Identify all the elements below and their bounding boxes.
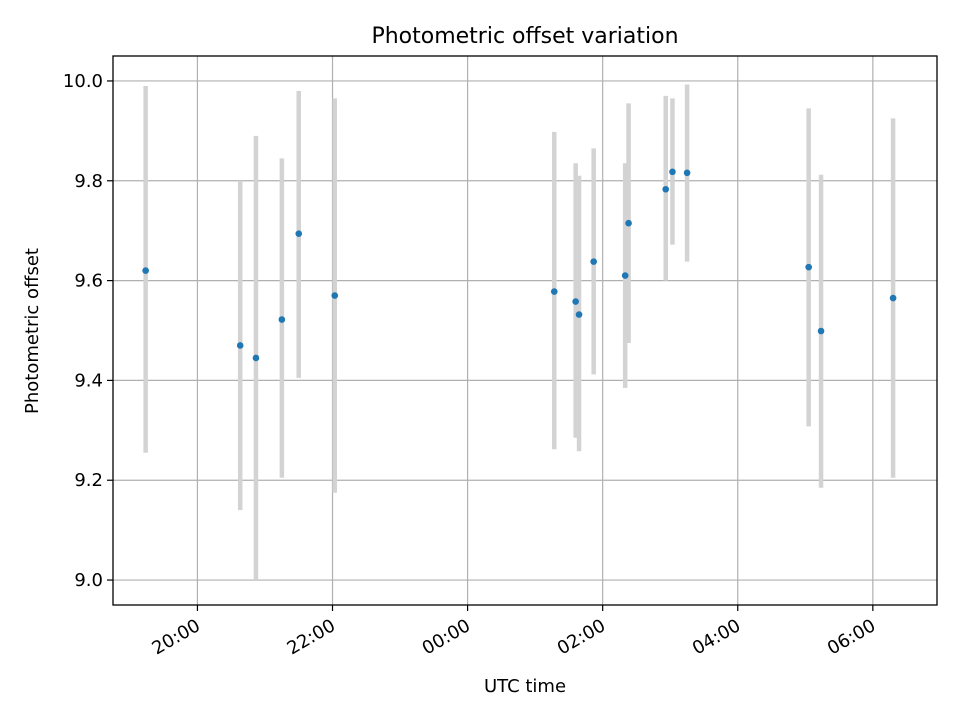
y-tick-label: 9.0 <box>74 570 103 591</box>
data-point <box>331 292 339 299</box>
x-axis-label: UTC time <box>484 676 566 697</box>
y-tick-label: 9.8 <box>74 171 103 192</box>
y-tick-label: 9.4 <box>74 370 103 391</box>
data-point <box>236 342 244 349</box>
data-point <box>575 311 583 318</box>
data-point <box>142 267 149 274</box>
data-point <box>590 258 597 265</box>
data-point <box>662 185 670 193</box>
chart-title: Photometric offset variation <box>371 24 678 49</box>
y-axis-label: Photometric offset <box>22 248 43 414</box>
data-point <box>252 354 260 362</box>
data-point <box>572 298 579 305</box>
data-point <box>805 263 812 271</box>
grid <box>113 56 937 605</box>
data-point <box>278 316 286 323</box>
data-point <box>889 294 897 302</box>
y-tick-label: 10.0 <box>63 71 103 92</box>
plot-frame <box>112 55 938 606</box>
data-point <box>625 219 632 227</box>
data-point <box>621 272 629 279</box>
y-tick-label: 9.2 <box>74 470 103 491</box>
data-points <box>142 168 897 362</box>
data-point <box>295 230 303 237</box>
data-point <box>817 327 825 335</box>
data-point <box>669 168 676 176</box>
data-point <box>683 169 691 177</box>
y-tick-label: 9.6 <box>74 271 103 292</box>
data-point <box>550 288 558 295</box>
